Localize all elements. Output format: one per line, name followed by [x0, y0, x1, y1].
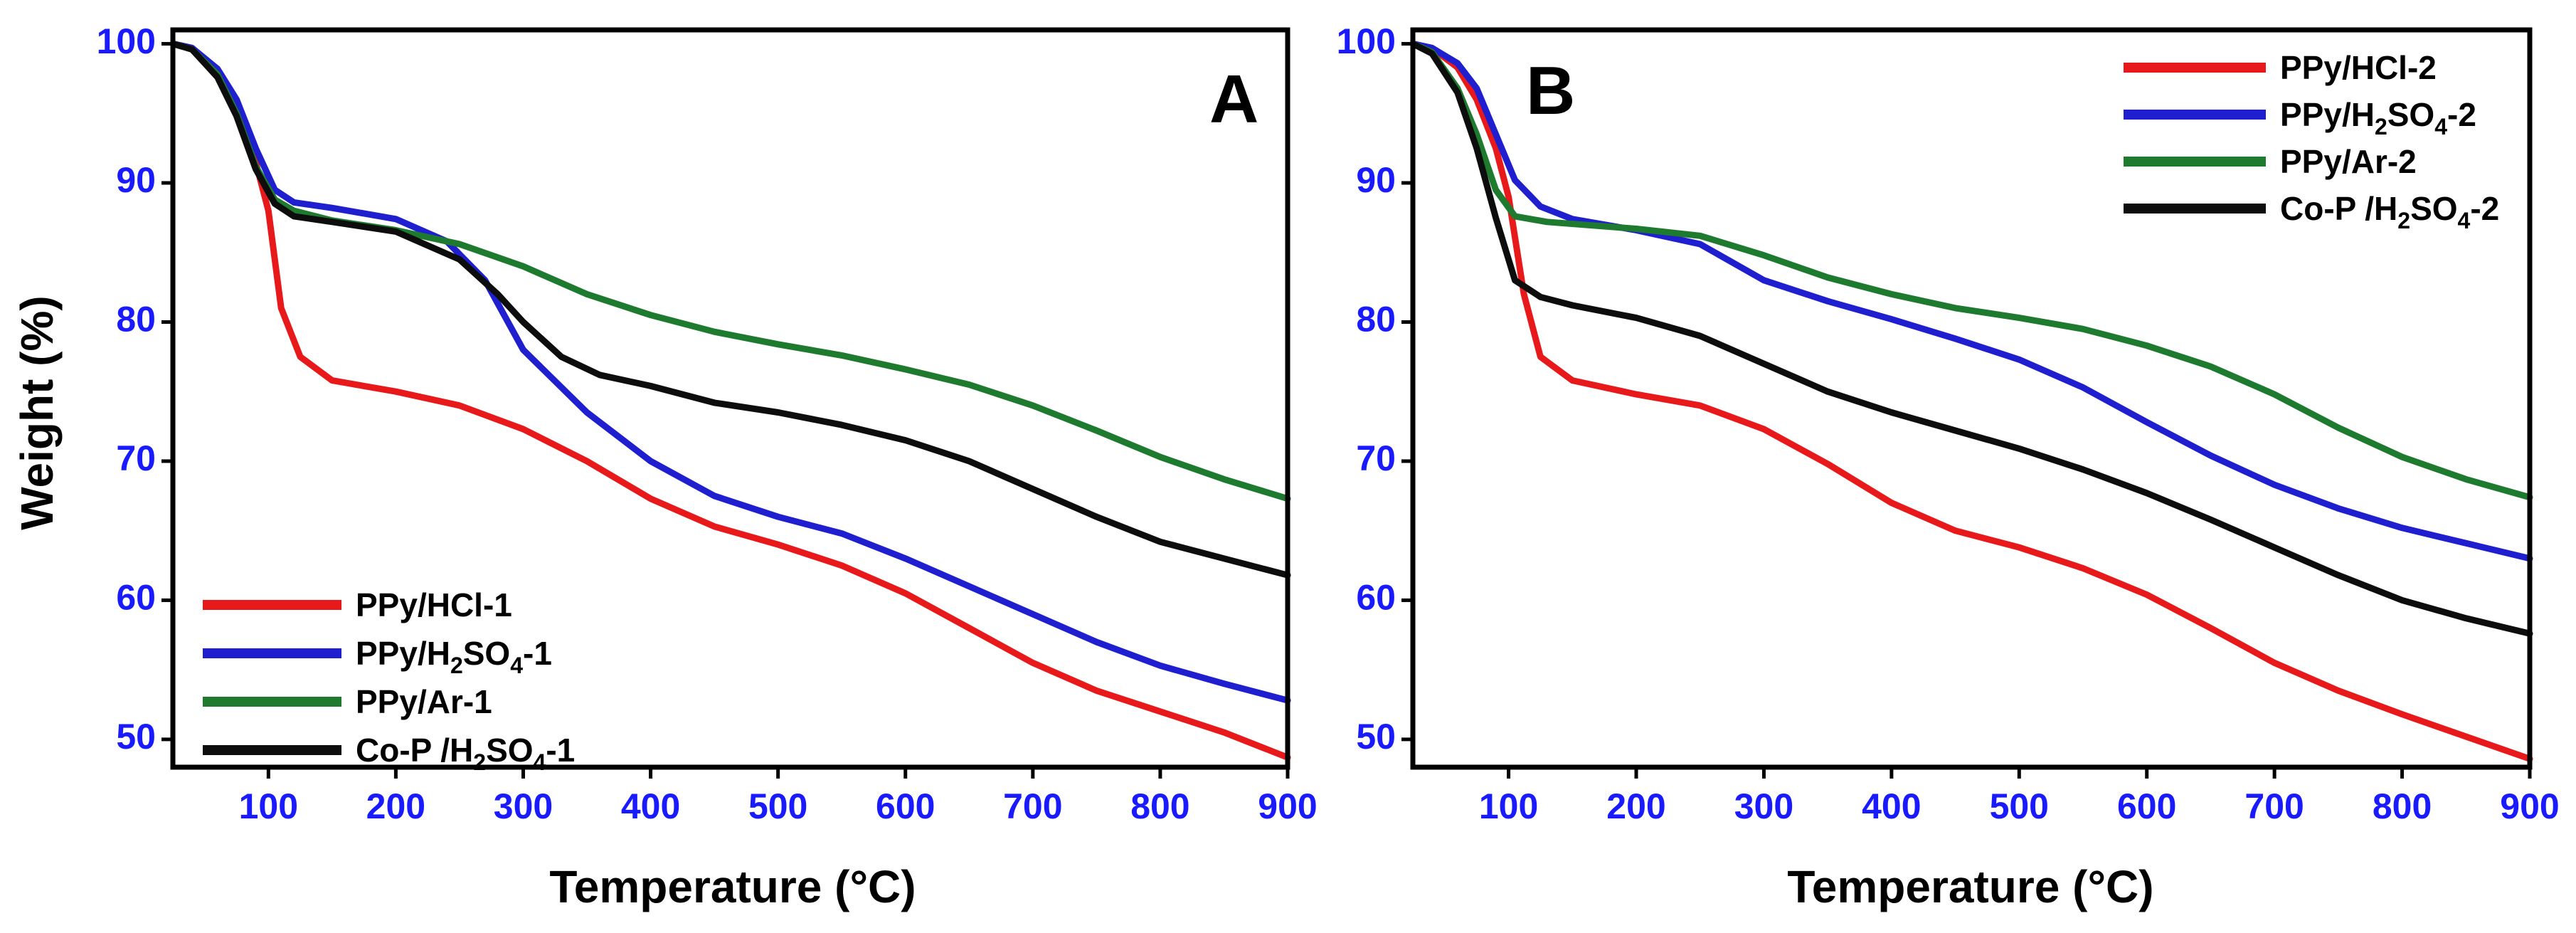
panel-b-x-axis-title: Temperature (°C) — [1787, 861, 2153, 912]
panel-a-x-axis-title: Temperature (°C) — [549, 861, 916, 912]
y-tick-label: 80 — [1356, 300, 1396, 339]
series-line-ppy-ar-2 — [1409, 41, 2533, 501]
legend-label: PPy/Ar-1 — [356, 683, 492, 720]
x-tick-label: 800 — [2373, 786, 2432, 826]
y-tick-label: 70 — [116, 438, 156, 478]
legend-label: PPy/H2SO4-1 — [356, 635, 552, 678]
panel-b-series-area — [1409, 41, 2533, 762]
panel-a-x-ticks: 100 200 300 400 500 600 700 800 900 — [239, 767, 1318, 826]
x-tick-label: 500 — [748, 786, 807, 826]
x-tick-label: 100 — [239, 786, 298, 826]
panel-a: 50 60 70 80 90 100 100 200 300 400 500 600 700 800 90… — [97, 21, 1318, 912]
panel-b-y-ticks: 50 60 70 80 90 100 — [1337, 21, 1413, 757]
legend-item: PPy/Ar-2 — [2124, 143, 2417, 180]
y-tick-label: 100 — [97, 21, 156, 61]
series-line-ppy-hcl-2 — [1409, 41, 2533, 762]
legend-item: Co-P /H2SO4-2 — [2124, 190, 2499, 233]
panel-b-x-ticks: 100 200 300 400 500 600 700 800 900 — [1479, 767, 2560, 826]
panel-b-label: B — [1526, 53, 1575, 129]
panel-a-gridless-area — [169, 41, 1291, 761]
legend-label: PPy/H2SO4-2 — [2280, 96, 2476, 139]
x-tick-label: 800 — [1130, 786, 1189, 826]
y-tick-label: 100 — [1337, 21, 1396, 61]
series-line-co-p-h2so4-1 — [169, 41, 1291, 579]
y-tick-label: 70 — [1356, 438, 1396, 478]
panel-a-frame — [170, 27, 1290, 770]
x-tick-label: 600 — [2117, 786, 2176, 826]
series-line-ppy-h2so4-2 — [1409, 41, 2533, 562]
x-tick-label: 400 — [621, 786, 680, 826]
y-tick-label: 60 — [1356, 578, 1396, 618]
x-tick-label: 600 — [876, 786, 935, 826]
y-tick-label: 60 — [116, 578, 156, 618]
x-tick-label: 900 — [2500, 786, 2559, 826]
series-line-co-p-h2so4-2 — [1409, 41, 2533, 637]
x-tick-label: 700 — [2244, 786, 2304, 826]
x-tick-label: 200 — [1606, 786, 1665, 826]
x-tick-label: 400 — [1862, 786, 1921, 826]
series-line-ppy-ar-1 — [169, 41, 1291, 502]
legend-label: Co-P /H2SO4-1 — [356, 732, 575, 775]
x-tick-label: 300 — [1734, 786, 1793, 826]
panel-a-y-ticks: 50 60 70 80 90 100 — [97, 21, 173, 757]
legend-label: Co-P /H2SO4-2 — [2280, 190, 2499, 233]
panel-b: 50 60 70 80 90 100 100 200 300 400 500 600 700 800 90… — [1337, 21, 2560, 912]
y-tick-label: 90 — [116, 160, 156, 200]
x-tick-label: 700 — [1003, 786, 1062, 826]
y-tick-label: 90 — [1356, 160, 1396, 200]
y-axis-title: Weight (%) — [11, 295, 63, 529]
legend-item: PPy/HCl-2 — [2124, 49, 2437, 86]
legend-label: PPy/HCl-2 — [2280, 49, 2437, 86]
x-tick-label: 500 — [1990, 786, 2049, 826]
y-tick-label: 50 — [116, 717, 156, 757]
panel-a-legend: PPy/HCl-1 PPy/H2SO4-1 PPy/Ar-1 Co-P /H2SO4-… — [203, 586, 575, 775]
series-line-ppy-h2so4-1 — [169, 41, 1291, 704]
legend-item: PPy/H2SO4-1 — [203, 635, 552, 678]
x-tick-label: 900 — [1258, 786, 1317, 826]
panel-b-frame — [1410, 27, 2533, 770]
legend-item: PPy/HCl-1 — [203, 586, 512, 623]
legend-label: PPy/HCl-1 — [356, 586, 512, 623]
panel-b-legend: PPy/HCl-2 PPy/H2SO4-2 PPy/Ar-2 Co-P /H2SO4-… — [2124, 49, 2499, 233]
x-tick-label: 100 — [1479, 786, 1538, 826]
panel-a-label: A — [1209, 61, 1258, 137]
y-tick-label: 80 — [116, 300, 156, 339]
legend-label: PPy/Ar-2 — [2280, 143, 2417, 180]
y-tick-label: 50 — [1356, 717, 1396, 757]
legend-item: PPy/H2SO4-2 — [2124, 96, 2476, 139]
legend-item: Co-P /H2SO4-1 — [203, 732, 575, 775]
x-tick-label: 200 — [366, 786, 425, 826]
x-tick-label: 300 — [494, 786, 553, 826]
legend-item: PPy/Ar-1 — [203, 683, 492, 720]
